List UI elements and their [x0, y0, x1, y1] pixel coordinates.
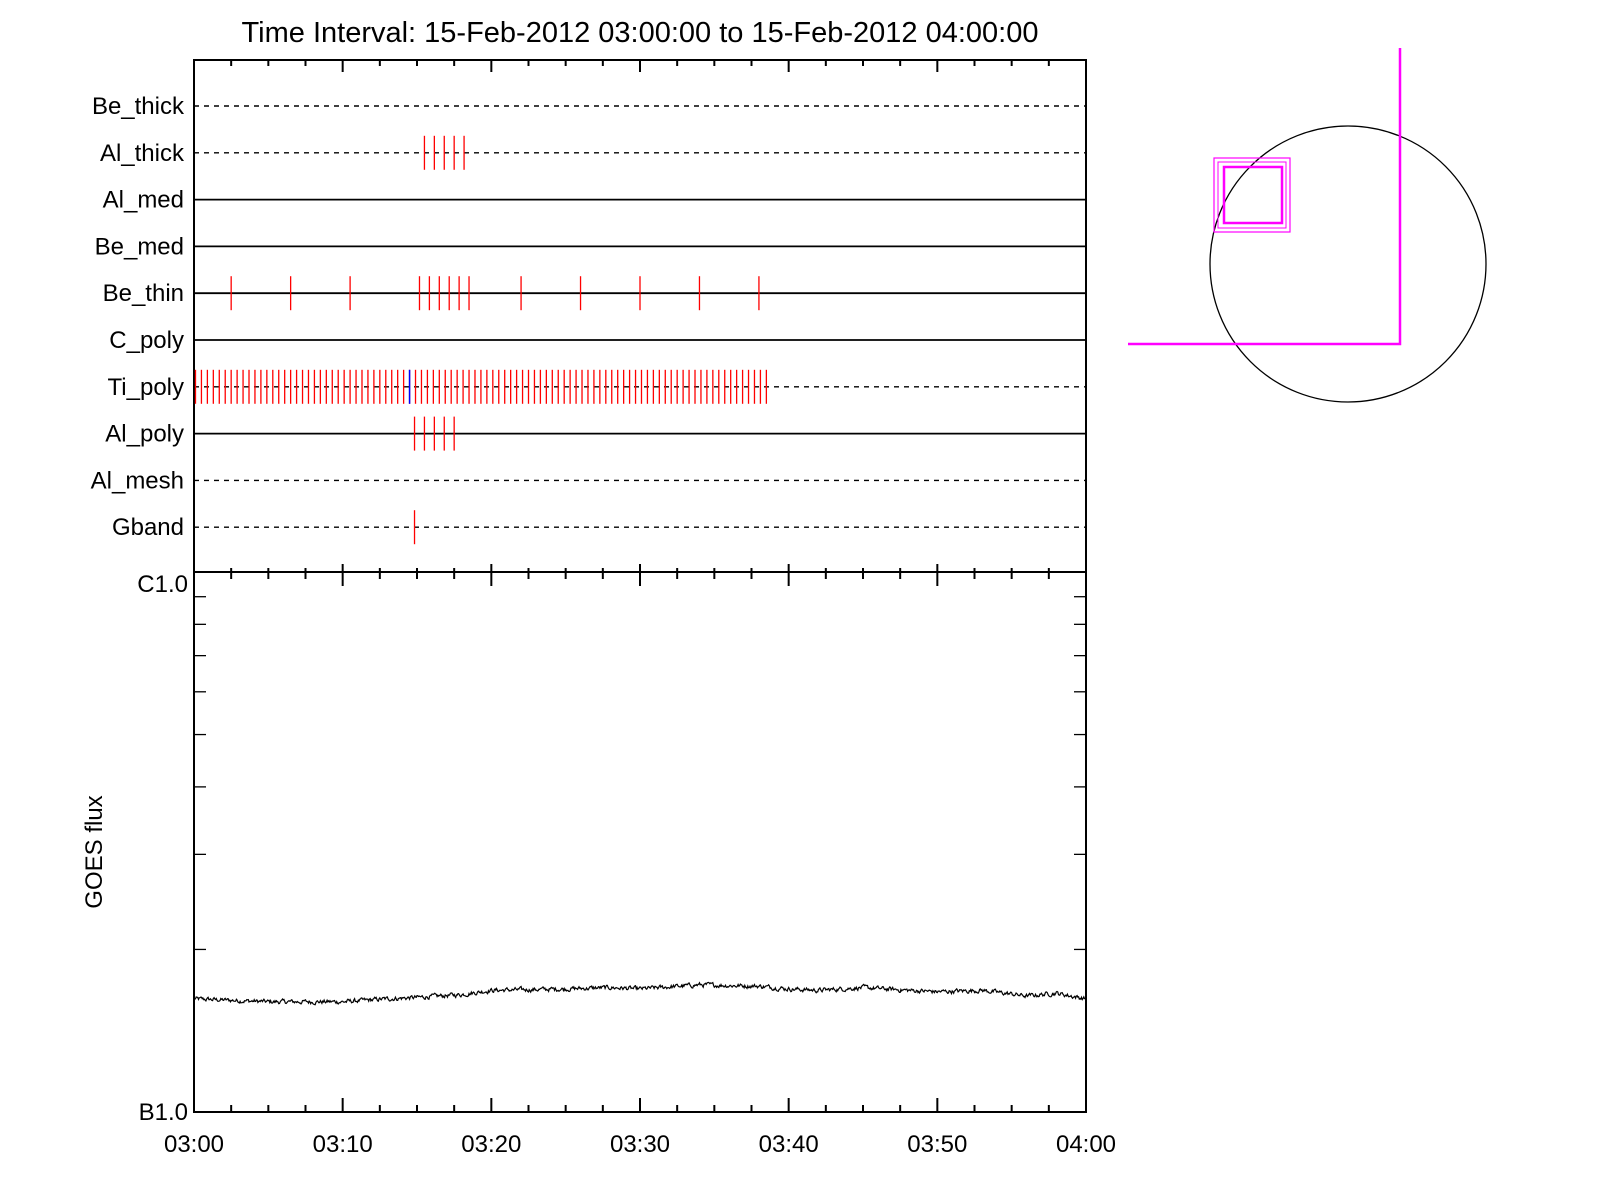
fov-box-middle: [1217, 161, 1287, 229]
row-label-al_med: Al_med: [103, 187, 184, 214]
row-label-gband: Gband: [112, 514, 184, 541]
solar-disk: [1209, 125, 1487, 403]
row-label-be_thin: Be_thin: [103, 280, 184, 307]
x-tick-label: 04:00: [1056, 1131, 1116, 1158]
row-label-al_mesh: Al_mesh: [91, 467, 184, 494]
field-of-view-bracket: [1128, 48, 1402, 346]
row-label-c_poly: C_poly: [109, 327, 184, 354]
y-tick-label: B1.0: [139, 1099, 188, 1126]
chart-title: Time Interval: 15-Feb-2012 03:00:00 to 1…: [242, 17, 1039, 49]
fov-box-inner: [1222, 165, 1284, 225]
y-tick-label: C1.0: [137, 571, 188, 598]
event-timeline-panel: Be_thick Al_thick Al_med Be_med Be_thin C_pol…: [91, 59, 1087, 573]
x-tick-label: 03:20: [461, 1131, 521, 1158]
solar-disk-map: [1128, 48, 1487, 403]
row-label-al_thick: Al_thick: [100, 140, 185, 167]
x-tick-label: 03:10: [313, 1131, 373, 1158]
goes-flux-line: [193, 981, 1087, 1006]
row-label-be_thick: Be_thick: [92, 93, 185, 120]
x-tick-label: 03:30: [610, 1131, 670, 1158]
y-axis-label: GOES flux: [81, 795, 108, 908]
row-label-ti_poly: Ti_poly: [108, 374, 184, 401]
x-tick-label: 03:00: [164, 1131, 224, 1158]
x-tick-label: 03:40: [759, 1131, 819, 1158]
row-label-al_poly: Al_poly: [105, 421, 184, 448]
row-label-be_med: Be_med: [95, 233, 184, 260]
x-tick-label: 03:50: [907, 1131, 967, 1158]
timeline-frame: [193, 59, 1087, 573]
fov-box-outer: [1213, 157, 1291, 233]
goes-frame: [193, 571, 1087, 1113]
goes-flux-panel: 03:00 03:10 03:20 03:30 03:40 03:50 04:00 B1.0 C…: [81, 564, 1116, 1158]
